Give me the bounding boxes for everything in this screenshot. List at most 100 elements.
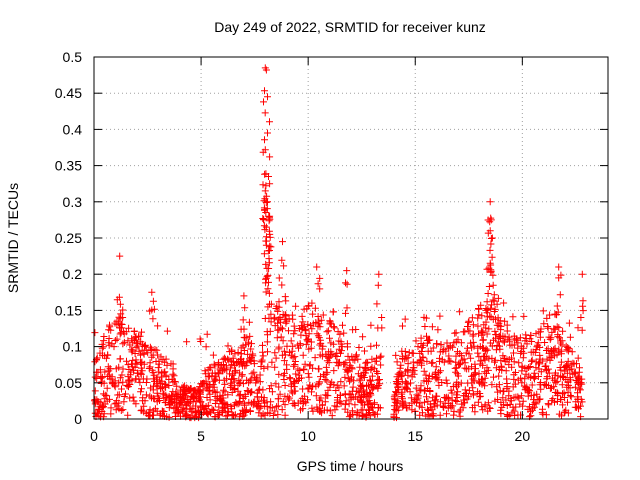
data-point xyxy=(469,404,476,412)
data-point xyxy=(465,365,473,373)
data-point xyxy=(472,365,479,373)
data-point xyxy=(543,355,551,363)
data-point xyxy=(340,382,348,390)
data-point xyxy=(279,238,286,246)
data-point xyxy=(144,349,152,357)
data-point xyxy=(558,412,565,420)
data-point xyxy=(266,247,273,254)
data-point xyxy=(267,382,275,390)
data-point xyxy=(218,400,226,408)
data-point xyxy=(274,411,282,419)
data-point xyxy=(330,381,338,389)
data-point xyxy=(455,361,463,369)
data-point xyxy=(553,302,561,310)
data-point xyxy=(346,356,354,364)
data-point xyxy=(577,402,584,410)
data-point xyxy=(137,388,145,396)
data-point xyxy=(241,304,249,312)
data-point xyxy=(312,392,320,400)
data-point xyxy=(571,369,579,377)
data-point xyxy=(392,388,400,396)
data-point xyxy=(236,380,244,387)
data-point xyxy=(445,352,453,360)
data-point xyxy=(575,385,583,393)
data-point xyxy=(464,327,472,335)
data-point xyxy=(564,398,571,406)
data-point xyxy=(296,367,304,374)
data-point xyxy=(115,399,123,407)
data-point xyxy=(443,379,451,387)
data-point xyxy=(546,354,554,362)
data-point xyxy=(398,393,406,400)
data-point xyxy=(420,387,428,395)
data-point xyxy=(273,302,281,310)
data-point xyxy=(132,356,140,364)
data-point xyxy=(289,315,297,323)
data-point xyxy=(503,321,511,329)
data-point xyxy=(138,385,145,393)
data-point xyxy=(322,363,330,371)
data-point xyxy=(149,297,157,305)
data-point xyxy=(345,390,353,398)
data-point xyxy=(349,326,357,334)
data-point xyxy=(152,375,160,383)
data-point xyxy=(459,404,467,412)
data-point xyxy=(544,324,552,332)
data-point xyxy=(326,407,334,415)
data-point xyxy=(557,358,565,366)
data-point xyxy=(367,377,374,385)
data-point xyxy=(285,396,293,404)
data-point xyxy=(221,404,229,412)
data-point xyxy=(154,322,162,330)
data-point xyxy=(393,389,401,396)
data-point xyxy=(304,396,311,404)
data-point xyxy=(314,280,322,288)
data-point xyxy=(548,384,555,392)
data-point xyxy=(194,394,202,402)
data-point xyxy=(495,381,503,389)
data-point xyxy=(375,270,383,278)
data-point xyxy=(124,411,132,419)
data-point xyxy=(498,403,506,411)
data-point xyxy=(180,394,188,402)
data-point xyxy=(531,375,538,383)
data-point xyxy=(368,355,376,363)
data-point xyxy=(405,402,413,409)
data-point xyxy=(327,380,334,388)
data-point xyxy=(535,360,542,368)
data-point xyxy=(97,373,105,380)
data-point xyxy=(279,325,286,333)
data-point xyxy=(252,375,260,383)
data-point xyxy=(266,153,274,161)
data-point xyxy=(255,397,263,405)
data-point xyxy=(256,371,264,379)
data-point xyxy=(167,400,175,408)
data-point xyxy=(275,370,283,378)
data-point xyxy=(356,375,364,383)
data-point xyxy=(230,386,238,393)
data-point xyxy=(510,358,518,366)
data-point xyxy=(162,371,170,379)
data-point xyxy=(570,360,578,368)
data-point xyxy=(474,314,482,322)
data-point xyxy=(534,339,542,347)
data-point xyxy=(574,324,582,332)
data-point xyxy=(482,318,490,326)
data-point xyxy=(574,395,582,403)
data-point xyxy=(455,408,463,416)
data-point xyxy=(264,93,271,101)
data-point xyxy=(574,379,582,386)
data-point xyxy=(154,351,162,359)
data-point xyxy=(561,408,569,416)
data-point xyxy=(257,403,265,411)
y-tick-label: 0.25 xyxy=(55,230,82,246)
data-point xyxy=(305,330,313,338)
data-point xyxy=(203,330,211,338)
data-point xyxy=(548,397,556,405)
data-point xyxy=(256,378,264,386)
data-point xyxy=(292,302,300,310)
data-point xyxy=(469,390,477,398)
data-point xyxy=(418,361,426,369)
data-point xyxy=(559,390,566,398)
data-point xyxy=(302,332,310,340)
